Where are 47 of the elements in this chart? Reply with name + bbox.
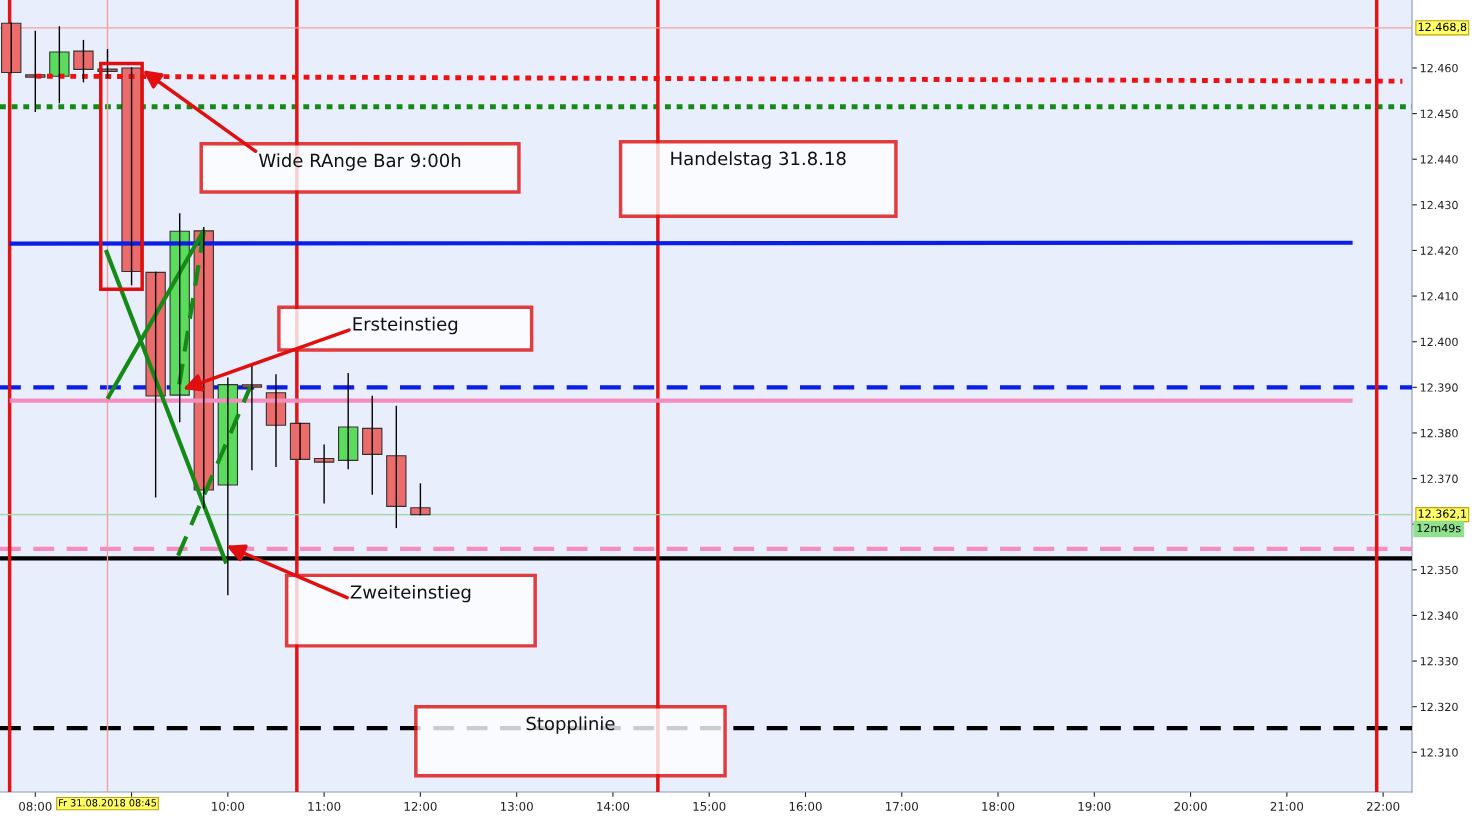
y-tick-label: 12.320 (1420, 702, 1458, 712)
annotation: Wide RAnge Bar 9:00h (259, 153, 461, 171)
x-tick-label: 12:00 (404, 801, 437, 811)
candlestick (313, 444, 335, 504)
x-tick-label: 16:00 (789, 801, 822, 811)
x-tick-label: 18:00 (982, 801, 1015, 811)
candlestick (1, 22, 22, 74)
ref-line-label: Fr 31.08.2018 08:45 (59, 799, 157, 807)
y-tick-label: 12.390 (1420, 383, 1458, 392)
x-tick-label: 22:00 (1366, 801, 1400, 811)
annotation: Ersteinstieg (353, 316, 458, 335)
candlestick (362, 395, 383, 495)
y-tick-label: 12.420 (1420, 246, 1458, 255)
ref-line-label: 12.468,8 (1418, 22, 1467, 33)
y-tick-label: 12.380 (1420, 428, 1458, 438)
annotation: Zweiteinstieg (350, 584, 471, 603)
candlestick (73, 39, 94, 83)
x-tick-label: 17:00 (886, 801, 918, 811)
x-tick-label: 15:00 (693, 801, 726, 811)
y-tick-label: 12.400 (1420, 337, 1458, 347)
candlestick (410, 483, 431, 516)
candlestick (338, 372, 359, 470)
x-tick-label: 19:00 (1078, 801, 1111, 811)
annotation: Stopplinie (526, 716, 615, 734)
y-tick-label: 12.460 (1420, 63, 1458, 73)
x-tick-label: 11:00 (308, 801, 341, 811)
text: 12m49s (1417, 523, 1461, 533)
candlestick (386, 405, 407, 529)
candlestick (241, 363, 263, 471)
x-tick-label: 10:00 (212, 801, 245, 811)
y-tick-label: 12.340 (1420, 611, 1458, 620)
x-tick-label: 21:00 (1270, 801, 1304, 811)
x-tick-label: 20:00 (1174, 801, 1207, 811)
y-tick-label: 12.310 (1420, 748, 1458, 757)
ref-line-label: 12.362,1 (1418, 509, 1467, 519)
x-tick-label: 08:00 (19, 801, 52, 811)
y-tick-label: 12.410 (1420, 292, 1458, 301)
x-tick-label: 14:00 (597, 801, 630, 811)
y-tick-label: 12.370 (1420, 474, 1458, 483)
x-tick-label: 13:00 (500, 801, 533, 811)
candlestick (49, 26, 70, 104)
y-tick-label: 12.430 (1420, 200, 1458, 210)
y-tick-label: 12.350 (1420, 565, 1458, 575)
annotation: Handelstag 31.8.18 (671, 151, 846, 169)
y-tick-label: 12.440 (1420, 155, 1458, 164)
y-tick-label: 12.450 (1420, 109, 1458, 118)
y-tick-label: 12.330 (1420, 657, 1458, 666)
